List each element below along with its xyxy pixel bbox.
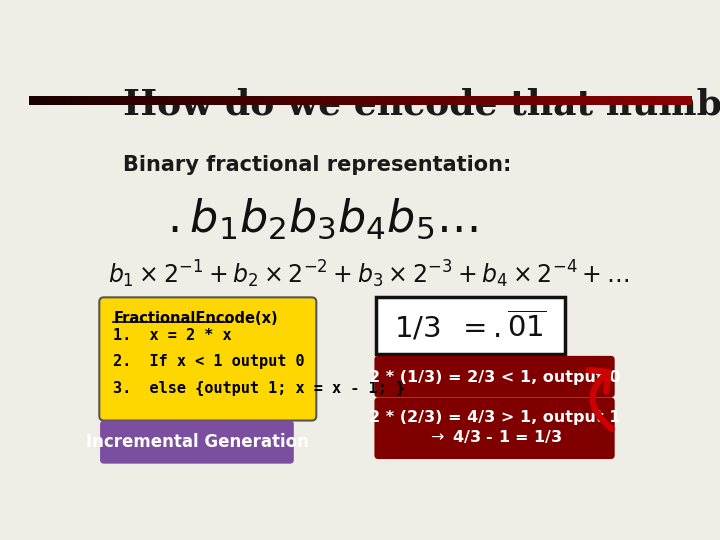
Text: 2 * (1/3) = 2/3 < 1, output 0: 2 * (1/3) = 2/3 < 1, output 0 [369, 370, 620, 385]
Text: 2 * (2/3) = 4/3 > 1, output 1: 2 * (2/3) = 4/3 > 1, output 1 [369, 410, 620, 425]
Text: $1/3 \;\;=.\overline{01}$: $1/3 \;\;=.\overline{01}$ [395, 309, 546, 343]
FancyBboxPatch shape [374, 356, 615, 397]
Text: $.b_1b_2b_3b_4b_5\ldots$: $.b_1b_2b_3b_4b_5\ldots$ [167, 197, 478, 241]
FancyBboxPatch shape [374, 397, 615, 459]
Text: How do we encode that number?: How do we encode that number? [122, 88, 720, 122]
Text: $b_1\times 2^{-1}+b_2\times 2^{-2}+b_3\times 2^{-3}+b_4\times 2^{-4}+\ldots$: $b_1\times 2^{-1}+b_2\times 2^{-2}+b_3\t… [108, 259, 630, 290]
FancyBboxPatch shape [100, 421, 294, 464]
Text: 2.  If x < 1 output 0: 2. If x < 1 output 0 [113, 354, 305, 369]
Text: Incremental Generation: Incremental Generation [86, 433, 308, 451]
Text: Binary fractional representation:: Binary fractional representation: [122, 155, 511, 175]
Text: FractionalEncode(x): FractionalEncode(x) [113, 311, 278, 326]
Text: $\rightarrow$ 4/3 - 1 = 1/3: $\rightarrow$ 4/3 - 1 = 1/3 [427, 428, 562, 445]
FancyArrowPatch shape [589, 370, 612, 429]
FancyBboxPatch shape [99, 298, 316, 421]
Text: 1.  x = 2 * x: 1. x = 2 * x [113, 328, 232, 343]
Text: 3.  else {output 1; x = x - 1; }: 3. else {output 1; x = x - 1; } [113, 381, 405, 395]
FancyBboxPatch shape [376, 298, 565, 354]
